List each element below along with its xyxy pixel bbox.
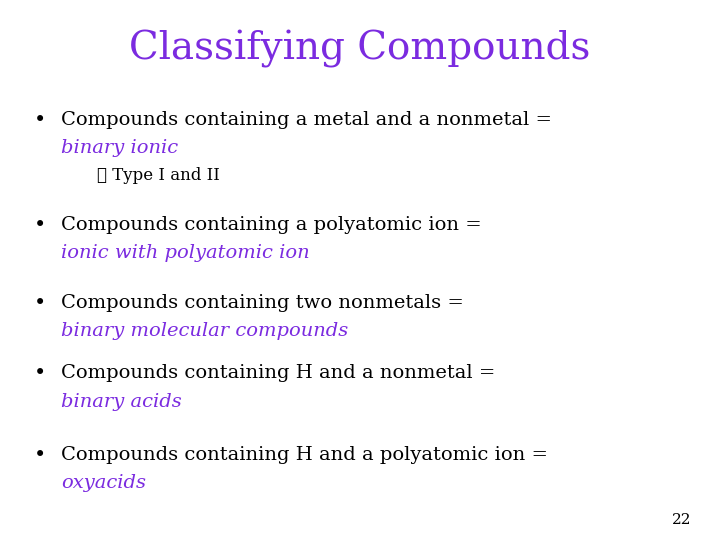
Text: Compounds containing a polyatomic ion =: Compounds containing a polyatomic ion =	[61, 216, 482, 234]
Text: oxyacids: oxyacids	[61, 474, 146, 491]
Text: Classifying Compounds: Classifying Compounds	[130, 30, 590, 68]
Text: •: •	[33, 216, 46, 235]
Text: binary molecular compounds: binary molecular compounds	[61, 322, 348, 340]
Text: •: •	[33, 294, 46, 313]
Text: Compounds containing a metal and a nonmetal =: Compounds containing a metal and a nonme…	[61, 111, 552, 129]
Text: binary ionic: binary ionic	[61, 139, 179, 157]
Text: Compounds containing two nonmetals =: Compounds containing two nonmetals =	[61, 294, 464, 312]
Text: Compounds containing H and a nonmetal =: Compounds containing H and a nonmetal =	[61, 364, 495, 382]
Text: •: •	[33, 446, 46, 464]
Text: ionic with polyatomic ion: ionic with polyatomic ion	[61, 244, 310, 262]
Text: ✓ Type I and II: ✓ Type I and II	[97, 167, 220, 184]
Text: •: •	[33, 364, 46, 383]
Text: •: •	[33, 111, 46, 130]
Text: binary acids: binary acids	[61, 393, 182, 410]
Text: 22: 22	[672, 512, 691, 526]
Text: Compounds containing H and a polyatomic ion =: Compounds containing H and a polyatomic …	[61, 446, 548, 463]
